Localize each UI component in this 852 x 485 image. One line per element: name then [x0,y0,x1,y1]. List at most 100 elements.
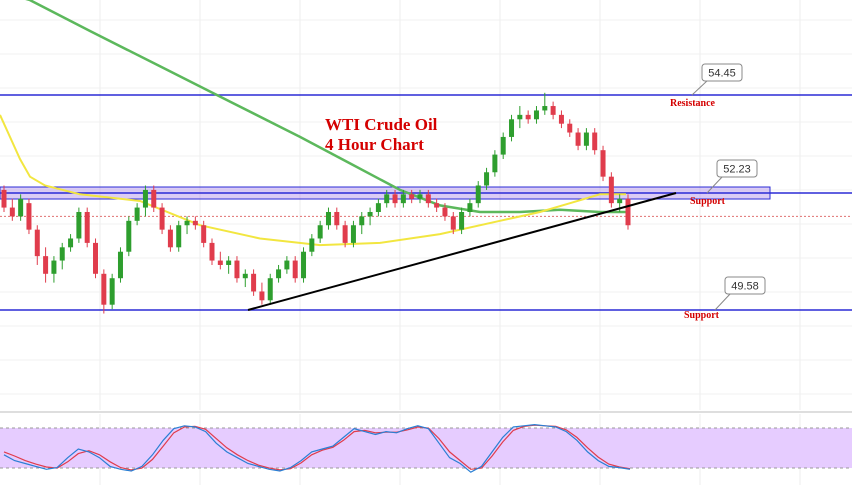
candle-down [425,189,431,208]
candle-body [26,203,32,230]
candle-down [550,101,556,120]
candle-body [359,216,365,226]
candle-down [450,211,456,235]
candle-body [142,189,148,208]
candle-body [284,260,290,270]
candle-body [126,220,132,252]
candle-up [226,256,232,274]
candle-down [26,198,32,235]
candle-body [151,189,157,208]
candle-down [1,185,7,212]
candle-up [301,247,307,283]
candle-body [350,225,356,243]
candle-body [267,278,273,301]
ma-slow-line [25,0,626,214]
candle-body [500,136,506,155]
resistance-price-tag: 54.45 [708,68,736,80]
candle-up [509,114,515,142]
candle-up [350,220,356,248]
candle-up [484,167,490,190]
candle-body [425,194,431,204]
candle-body [608,176,614,204]
candle-body [367,211,373,217]
candle-body [400,194,406,204]
candle-body [292,260,298,279]
candle-up [309,234,315,257]
candle-body [101,273,107,305]
candle-up [142,185,148,217]
candle-down [34,225,40,265]
candle-down [409,189,415,204]
candle-up [417,189,423,204]
candle-down [159,203,165,235]
candle-down [43,247,49,283]
candle-body [176,225,182,248]
candle-body [325,211,331,226]
candle-down [625,194,631,230]
candle-body [542,106,548,111]
candle-up [467,198,473,217]
candle-up [276,264,282,283]
candle-up [284,256,290,274]
moving-averages-layer [0,0,626,247]
candle-body [600,150,606,177]
candle-up [59,242,65,270]
candle-body [59,247,65,261]
candle-body [276,269,282,279]
candle-down [392,189,398,208]
trendline-layer [247,192,677,311]
candle-up [134,203,140,226]
candle-body [558,114,564,124]
candle-down [201,220,207,248]
candle-down [575,128,581,151]
candle-body [192,220,198,226]
candle-up [583,128,589,151]
candle-down [525,110,531,124]
candle-body [342,225,348,243]
candle-body [134,207,140,221]
ma-fast-line [0,114,626,247]
candle-body [51,260,57,274]
candle-body [517,114,523,120]
candle-down [608,172,614,208]
candle-body [68,238,74,248]
candle-body [43,256,49,274]
candle-body [550,106,556,115]
candle-up [517,106,523,129]
candle-up [375,198,381,217]
candle-up [492,150,498,177]
oscillator-k-line [3,423,631,473]
candle-body [467,203,473,212]
candle-up [242,269,248,288]
candle-up [367,207,373,226]
candle-up [400,189,406,208]
candle-body [392,194,398,204]
candle-body [417,194,423,199]
candle-up [475,181,481,208]
candle-body [259,291,265,301]
candle-body [201,225,207,243]
candle-body [18,198,24,217]
candle-body [209,242,215,261]
candles-layer [1,92,631,314]
chart-title-line1: WTI Crude Oil [325,115,438,134]
candle-body [434,203,440,208]
candle-up [359,211,365,235]
candle-down [93,238,99,279]
candle-body [567,123,573,133]
candle-up [109,273,115,310]
candle-body [226,260,232,265]
candle-body [184,220,190,226]
candle-body [492,154,498,173]
candle-up [68,234,74,252]
chart-title-line2: 4 Hour Chart [325,135,424,154]
support-lower-tag-pointer [714,292,732,311]
level-lines-layer [0,94,852,311]
candle-down [9,198,15,221]
candle-down [217,251,223,270]
level-labels-layer: 54.45 Resistance 52.23 Support 49.58 Support [670,63,766,321]
candle-body [84,211,90,243]
candle-body [242,273,248,279]
candle-body [109,278,115,305]
